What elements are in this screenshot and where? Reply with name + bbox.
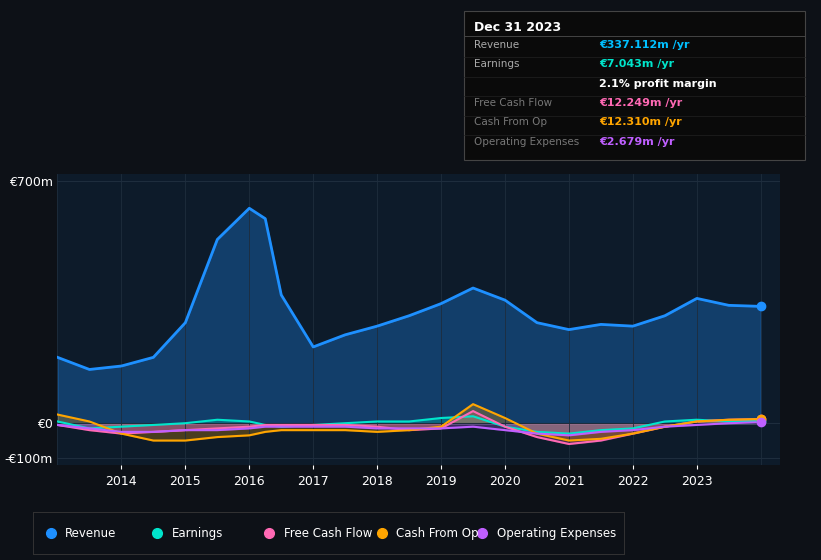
Text: €12.249m /yr: €12.249m /yr [599,98,682,108]
Text: €337.112m /yr: €337.112m /yr [599,40,690,50]
Text: Dec 31 2023: Dec 31 2023 [474,21,561,34]
Text: €7.043m /yr: €7.043m /yr [599,59,675,69]
Text: Cash From Op: Cash From Op [474,118,547,128]
Text: Operating Expenses: Operating Expenses [474,137,579,147]
Text: Earnings: Earnings [172,527,223,540]
Text: Free Cash Flow: Free Cash Flow [474,98,552,108]
Text: Free Cash Flow: Free Cash Flow [284,527,373,540]
Text: Revenue: Revenue [474,40,519,50]
Text: €12.310m /yr: €12.310m /yr [599,118,682,128]
Text: Revenue: Revenue [66,527,117,540]
Text: Earnings: Earnings [474,59,519,69]
Text: Operating Expenses: Operating Expenses [497,527,616,540]
Text: €2.679m /yr: €2.679m /yr [599,137,675,147]
Text: Cash From Op: Cash From Op [397,527,479,540]
Text: 2.1% profit margin: 2.1% profit margin [599,78,717,88]
